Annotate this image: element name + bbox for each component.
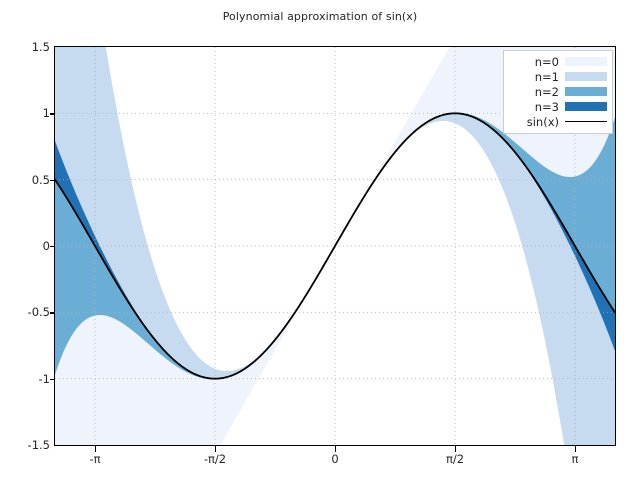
x-tick-mark — [335, 446, 337, 452]
legend-line-sample — [565, 121, 607, 122]
y-tick-mark — [50, 312, 54, 314]
legend-item-label: n=3 — [534, 99, 559, 114]
x-tick-label: 0 — [331, 452, 339, 466]
y-tick-label: 1 — [42, 106, 50, 121]
chart-title: Polynomial approximation of sin(x) — [222, 10, 418, 23]
x-tick-label: π — [571, 452, 579, 466]
y-axis-tick-labels: 1.5 1 0.5 0 -0.5 -1 -1.5 — [0, 40, 54, 452]
x-tick-mark — [94, 446, 97, 452]
y-tick-mark — [50, 113, 54, 115]
legend-color-swatch — [565, 87, 607, 96]
y-tick-label: 0 — [42, 239, 50, 253]
y-tick-label: 0.5 — [31, 172, 50, 187]
legend-item-label: n=0 — [534, 54, 559, 69]
y-tick-label: -1.5 — [27, 438, 50, 452]
x-tick-mark — [455, 446, 457, 452]
fill-band-n1 — [55, 47, 615, 445]
x-tick-label: -π/2 — [203, 452, 227, 466]
y-tick-mark — [50, 378, 54, 380]
y-tick-label: -1 — [38, 371, 50, 386]
legend-item-n0[interactable]: n=0 — [509, 54, 607, 69]
legend-item-label: n=2 — [534, 84, 559, 99]
x-axis-tick-labels: -π -π/2 0 π/2 π — [54, 446, 616, 474]
y-tick-label: 1.5 — [31, 40, 50, 54]
x-tick-label: π/2 — [445, 452, 465, 466]
legend-color-swatch — [565, 57, 607, 66]
legend-item-label: n=1 — [534, 69, 559, 84]
y-tick-mark — [50, 179, 54, 181]
legend-color-swatch — [565, 72, 607, 81]
legend-item-label: sin(x) — [526, 114, 559, 129]
legend-item-n1[interactable]: n=1 — [509, 69, 607, 84]
sin-curve — [55, 112, 615, 380]
legend-item-sinx[interactable]: sin(x) — [509, 114, 607, 129]
legend[interactable]: n=0 n=1 n=2 n=3 sin(x) — [503, 50, 613, 134]
x-tick-mark — [214, 446, 217, 452]
x-tick-mark — [575, 446, 577, 452]
legend-color-swatch — [565, 102, 607, 111]
legend-item-n3[interactable]: n=3 — [509, 99, 607, 114]
y-tick-mark — [50, 246, 54, 248]
y-tick-label: -0.5 — [27, 305, 50, 320]
x-tick-label: -π — [89, 452, 101, 466]
legend-item-n2[interactable]: n=2 — [509, 84, 607, 99]
